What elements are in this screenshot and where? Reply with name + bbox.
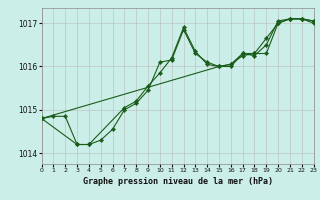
X-axis label: Graphe pression niveau de la mer (hPa): Graphe pression niveau de la mer (hPa) — [83, 177, 273, 186]
